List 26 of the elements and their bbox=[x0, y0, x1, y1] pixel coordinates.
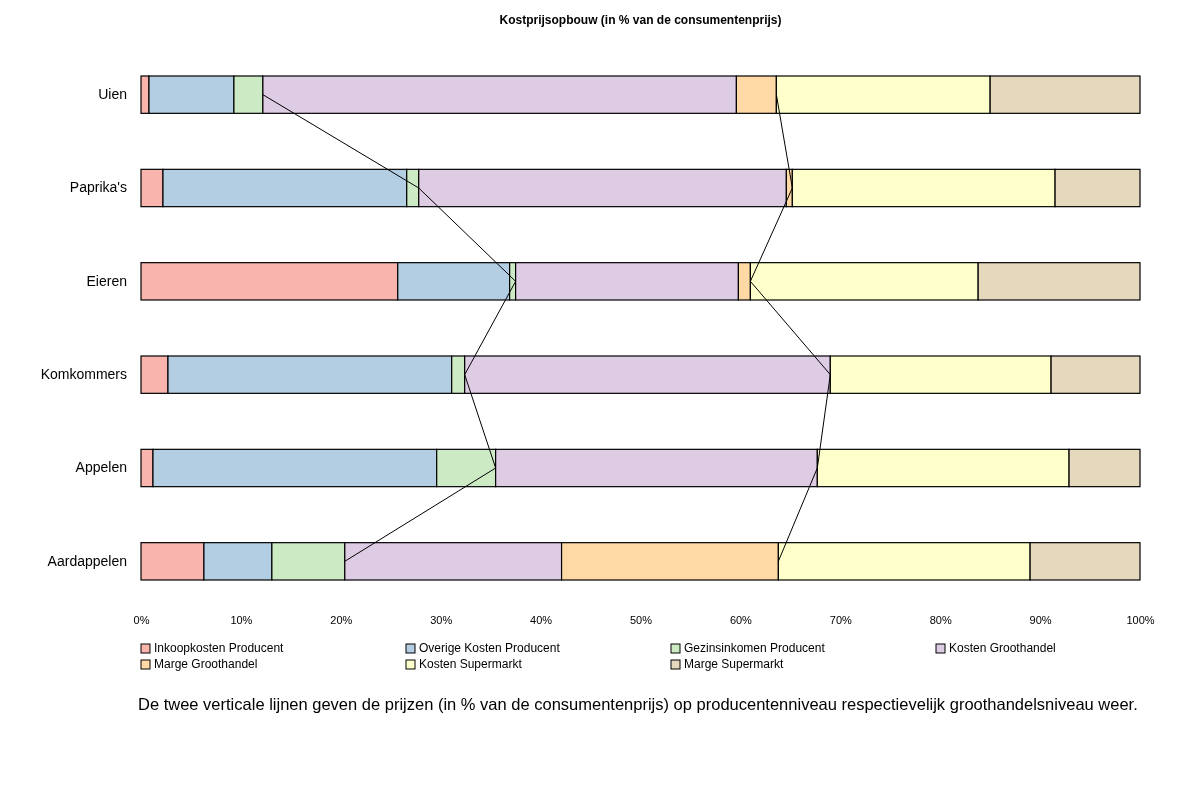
y-tick-label: Uien bbox=[98, 86, 127, 103]
x-tick-label: 80% bbox=[929, 614, 952, 627]
x-tick-label: 50% bbox=[629, 614, 653, 627]
x-tick-label: 0% bbox=[133, 614, 150, 627]
legend-label: Inkoopkosten Producent bbox=[154, 641, 285, 655]
y-tick-label: Eieren bbox=[86, 272, 127, 289]
x-tick-label: 40% bbox=[530, 614, 553, 627]
chart-title: Kostprijsopbouw (in % van de consumentenprijs) bbox=[499, 13, 782, 27]
x-tick-label: 10% bbox=[230, 614, 253, 627]
legend-label: Kosten Supermarkt bbox=[419, 657, 523, 671]
x-tick-label: 90% bbox=[1029, 614, 1052, 627]
y-tick-label: Aardappelen bbox=[47, 552, 127, 569]
legend-label: Gezinsinkomen Producent bbox=[684, 641, 826, 655]
text: De twee verticale lijnen geven de prijzen (in % van de consumentenprijs) op producentenniveau respectievelijk groothandelsniveau weer. bbox=[138, 694, 1139, 715]
y-tick-label: Appelen bbox=[75, 459, 127, 476]
legend-label: Marge Groothandel bbox=[154, 657, 258, 671]
x-tick-label: 70% bbox=[829, 614, 853, 627]
x-tick-label: 100% bbox=[1126, 614, 1155, 627]
legend-label: Overige Kosten Producent bbox=[419, 641, 561, 655]
x-tick-label: 30% bbox=[430, 614, 453, 627]
legend-label: Marge Supermarkt bbox=[684, 657, 785, 671]
y-tick-label: Komkommers bbox=[40, 366, 127, 383]
legend-label: Kosten Groothandel bbox=[949, 641, 1056, 655]
x-tick-label: 60% bbox=[729, 614, 753, 627]
x-tick-label: 20% bbox=[330, 614, 353, 627]
y-tick-label: Paprika's bbox=[69, 179, 127, 196]
